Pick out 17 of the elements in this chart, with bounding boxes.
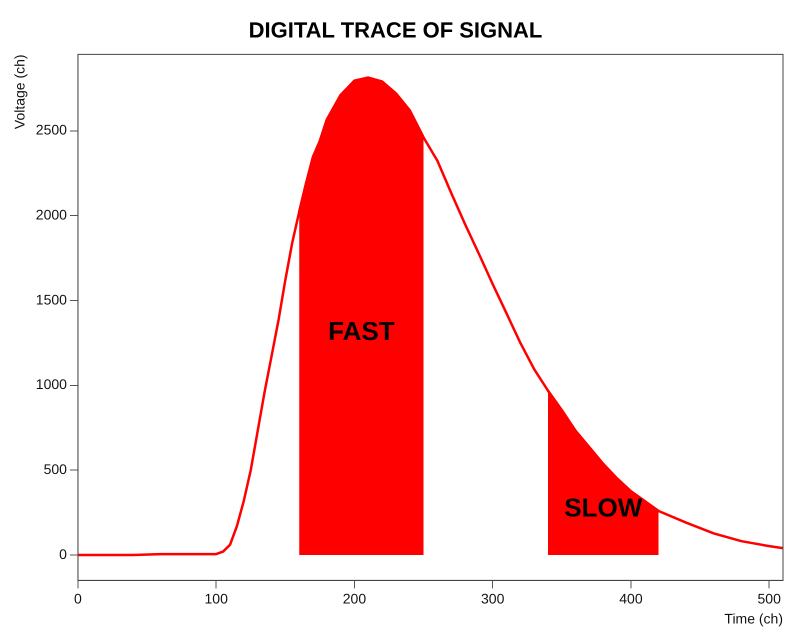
x-tick-label: 200	[342, 590, 366, 607]
y-tick-label: 2500	[36, 122, 68, 138]
x-tick-label: 500	[757, 590, 782, 607]
y-tick-label: 0	[59, 546, 68, 562]
x-axis-title: Time (ch)	[724, 610, 783, 626]
x-tick-label: 300	[481, 590, 505, 607]
y-tick-label: 2000	[36, 206, 68, 222]
x-tick-label: 100	[204, 590, 228, 607]
x-tick-label: 400	[619, 590, 643, 607]
series-label: SLOW	[564, 492, 643, 523]
y-tick-label: 1000	[36, 376, 68, 392]
y-tick-label: 500	[44, 460, 68, 477]
y-axis-title: Voltage (ch)	[11, 54, 28, 130]
y-tick-label: 1500	[36, 291, 68, 308]
chart-title: DIGITAL TRACE OF SIGNAL	[248, 17, 542, 42]
x-tick-label: 0	[74, 590, 82, 607]
series-label: FAST	[328, 316, 395, 346]
